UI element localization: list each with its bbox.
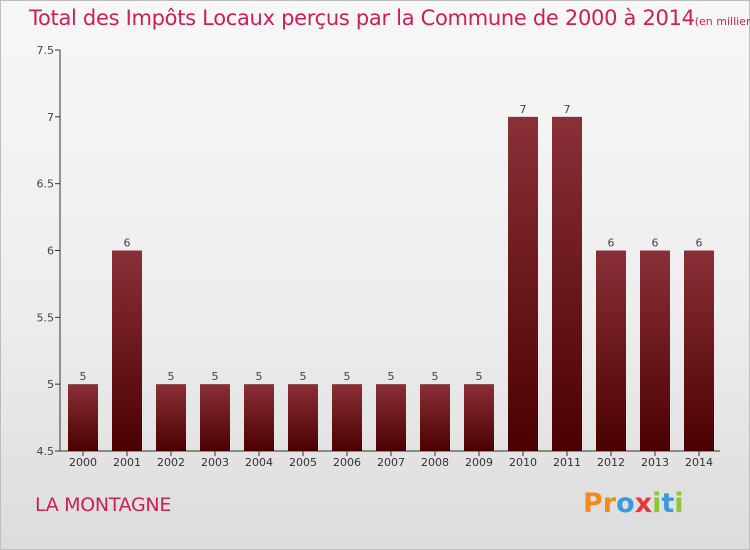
proxiti-logo[interactable]: Proxiti: [583, 488, 684, 519]
data-label: 7: [564, 103, 571, 116]
y-tick-label: 7.5: [37, 44, 55, 57]
y-tick-label: 7: [47, 111, 54, 124]
logo-letter: P: [583, 488, 603, 519]
bar-2001: [112, 250, 142, 451]
x-tick-label: 2013: [641, 456, 669, 469]
bar-2002: [156, 384, 186, 451]
data-labels: 5 6 5 5 5 5 5 5 5 5 7 7 6 6 6: [80, 103, 703, 383]
bar-2013: [640, 250, 670, 451]
chart-title: Total des Impôts Locaux perçus par la Co…: [29, 6, 750, 30]
data-label: 5: [476, 370, 483, 383]
x-tick-label: 2009: [465, 456, 493, 469]
bar-2014: [684, 250, 714, 451]
bar-2010: [508, 116, 538, 451]
logo-letter: i: [674, 488, 684, 519]
bars: [68, 116, 714, 451]
data-label: 6: [652, 237, 659, 250]
bar-2012: [596, 250, 626, 451]
x-tick-label: 2006: [333, 456, 361, 469]
x-tick-label: 2001: [113, 456, 141, 469]
data-label: 5: [344, 370, 351, 383]
data-label: 5: [432, 370, 439, 383]
y-tick-label: 5.5: [37, 311, 55, 324]
bar-2004: [244, 384, 274, 451]
bar-2008: [420, 384, 450, 451]
bar-2009: [464, 384, 494, 451]
bar-2007: [376, 384, 406, 451]
x-tick-label: 2010: [509, 456, 537, 469]
x-tick-label: 2005: [289, 456, 317, 469]
logo-letter: t: [661, 488, 675, 519]
bar-2000: [68, 384, 98, 451]
data-label: 7: [520, 103, 527, 116]
y-tick-label: 6: [47, 245, 54, 258]
x-tick-label: 2004: [245, 456, 273, 469]
data-label: 6: [124, 237, 131, 250]
title-unit: (en milliers d'€): [694, 15, 750, 28]
logo-letter: r: [602, 488, 617, 519]
bar-2006: [332, 384, 362, 451]
x-tick-label: 2003: [201, 456, 229, 469]
x-tick-label: 2014: [685, 456, 713, 469]
y-tick-label: 6.5: [37, 178, 55, 191]
x-tick-label: 2002: [157, 456, 185, 469]
x-tick-label: 2011: [553, 456, 581, 469]
x-tick-label: 2008: [421, 456, 449, 469]
x-axis: 2000 2001 2002 2003 2004 2005 2006 2007 2008 2009…: [60, 450, 720, 469]
data-label: 5: [256, 370, 263, 383]
logo-letter: i: [652, 488, 662, 519]
data-label: 6: [608, 237, 615, 250]
x-tick-label: 2007: [377, 456, 405, 469]
data-label: 5: [168, 370, 175, 383]
data-label: 6: [696, 237, 703, 250]
commune-name: LA MONTAGNE: [35, 494, 172, 516]
y-tick-label: 5: [47, 378, 54, 391]
logo-letter: o: [616, 488, 635, 519]
x-tick-label: 2012: [597, 456, 625, 469]
bar-2005: [288, 384, 318, 451]
y-tick-label: 4.5: [37, 445, 55, 458]
data-label: 5: [212, 370, 219, 383]
title-main: Total des Impôts Locaux perçus par la Co…: [29, 6, 695, 30]
data-label: 5: [80, 370, 87, 383]
x-tick-label: 2000: [69, 456, 97, 469]
bar-2011: [552, 116, 582, 451]
data-label: 5: [300, 370, 307, 383]
bar-2003: [200, 384, 230, 451]
data-label: 5: [388, 370, 395, 383]
y-axis: 4.5 5 5.5 6 6.5 7 7.5: [37, 44, 61, 458]
logo-letter: x: [634, 488, 653, 519]
